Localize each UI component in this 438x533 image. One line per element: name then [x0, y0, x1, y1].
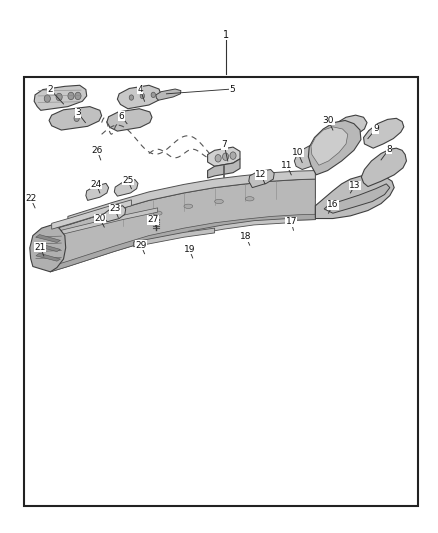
- Circle shape: [56, 93, 62, 101]
- Polygon shape: [104, 206, 126, 222]
- Text: 5: 5: [229, 85, 235, 93]
- Polygon shape: [315, 175, 394, 219]
- Text: 12: 12: [255, 171, 267, 179]
- Circle shape: [129, 95, 134, 100]
- Polygon shape: [61, 208, 158, 235]
- Text: 18: 18: [240, 232, 252, 241]
- Polygon shape: [114, 180, 138, 196]
- Ellipse shape: [153, 211, 162, 215]
- Circle shape: [215, 155, 221, 162]
- Polygon shape: [50, 175, 315, 230]
- Text: 10: 10: [292, 148, 304, 157]
- Text: 23: 23: [109, 205, 120, 213]
- Text: 2: 2: [48, 85, 53, 94]
- Polygon shape: [86, 183, 109, 200]
- Polygon shape: [134, 228, 215, 247]
- Polygon shape: [208, 147, 240, 166]
- Text: 4: 4: [138, 85, 143, 94]
- Polygon shape: [83, 179, 315, 236]
- Polygon shape: [68, 171, 315, 225]
- Text: 20: 20: [94, 214, 106, 223]
- Circle shape: [230, 152, 236, 159]
- Text: 17: 17: [286, 217, 297, 226]
- Circle shape: [68, 92, 74, 100]
- Circle shape: [223, 153, 229, 160]
- Polygon shape: [364, 118, 404, 148]
- Polygon shape: [36, 235, 60, 243]
- Text: 27: 27: [148, 215, 159, 224]
- Ellipse shape: [184, 204, 193, 208]
- Circle shape: [151, 92, 155, 98]
- Polygon shape: [249, 169, 274, 188]
- Text: 6: 6: [118, 112, 124, 120]
- Polygon shape: [311, 127, 348, 165]
- Polygon shape: [324, 184, 390, 213]
- Circle shape: [140, 93, 145, 99]
- Polygon shape: [308, 120, 361, 175]
- Polygon shape: [50, 214, 315, 272]
- Text: 11: 11: [281, 161, 293, 169]
- Circle shape: [44, 95, 50, 102]
- Polygon shape: [208, 159, 240, 178]
- Text: 7: 7: [221, 141, 227, 149]
- Ellipse shape: [215, 199, 223, 204]
- Text: 1: 1: [223, 30, 229, 39]
- Polygon shape: [52, 200, 131, 229]
- Text: 21: 21: [35, 243, 46, 252]
- Circle shape: [75, 92, 81, 100]
- Polygon shape: [36, 244, 60, 252]
- Text: 25: 25: [122, 176, 134, 184]
- Text: 16: 16: [327, 200, 339, 209]
- Polygon shape: [49, 107, 102, 130]
- Bar: [24, 77, 418, 506]
- Text: 3: 3: [75, 109, 81, 117]
- Polygon shape: [30, 225, 66, 272]
- Text: 29: 29: [135, 241, 147, 249]
- Polygon shape: [323, 115, 367, 150]
- Circle shape: [74, 115, 79, 122]
- Text: 9: 9: [373, 125, 379, 133]
- Polygon shape: [36, 253, 60, 261]
- Text: 22: 22: [25, 194, 36, 203]
- Polygon shape: [107, 109, 152, 131]
- Polygon shape: [156, 89, 181, 100]
- Text: 26: 26: [92, 146, 103, 155]
- Polygon shape: [294, 144, 329, 169]
- Polygon shape: [117, 85, 161, 109]
- Text: 13: 13: [349, 181, 360, 190]
- Polygon shape: [34, 85, 87, 110]
- Polygon shape: [50, 179, 315, 272]
- Text: 19: 19: [184, 245, 195, 254]
- Text: 8: 8: [386, 145, 392, 154]
- Polygon shape: [188, 219, 289, 236]
- Ellipse shape: [245, 197, 254, 201]
- Text: 30: 30: [323, 116, 334, 125]
- Polygon shape: [361, 148, 406, 187]
- Text: 24: 24: [91, 180, 102, 189]
